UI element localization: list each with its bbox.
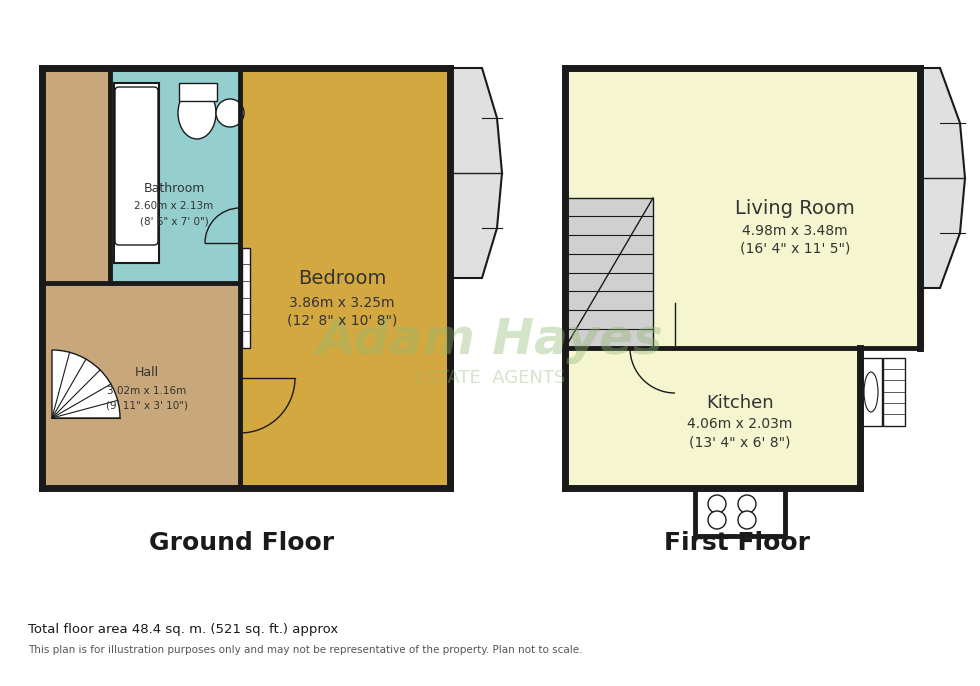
Text: (9' 11" x 3' 10"): (9' 11" x 3' 10") (106, 401, 188, 411)
Bar (242, 248, 250, 348)
Circle shape (738, 495, 756, 513)
Text: First Floor: First Floor (664, 531, 810, 555)
Text: This plan is for illustration purposes only and may not be representative of the: This plan is for illustration purposes o… (28, 645, 582, 655)
Ellipse shape (864, 372, 878, 412)
Bar (42, 283, 240, 488)
Wedge shape (52, 350, 120, 418)
Bar (565, 198, 653, 348)
Bar (565, 348, 860, 488)
Text: (13' 4" x 6' 8"): (13' 4" x 6' 8") (689, 435, 791, 449)
Ellipse shape (178, 87, 216, 139)
Ellipse shape (216, 99, 244, 127)
Bar (179, 83, 217, 101)
Text: (8' 6" x 7' 0"): (8' 6" x 7' 0") (139, 216, 209, 226)
Bar (110, 68, 240, 283)
Text: Bathroom: Bathroom (143, 182, 205, 195)
Text: Kitchen: Kitchen (707, 394, 774, 412)
Bar (42, 68, 110, 488)
Bar (240, 68, 450, 488)
Text: Adam Hayes: Adam Hayes (317, 316, 663, 364)
Bar (565, 198, 653, 348)
Text: 4.98m x 3.48m: 4.98m x 3.48m (742, 224, 848, 238)
FancyBboxPatch shape (115, 87, 158, 245)
Circle shape (708, 511, 726, 529)
Text: 3.86m x 3.25m: 3.86m x 3.25m (289, 296, 395, 310)
Text: 2.60m x 2.13m: 2.60m x 2.13m (134, 201, 214, 211)
Bar (565, 68, 925, 348)
Circle shape (708, 495, 726, 513)
Text: (16' 4" x 11' 5"): (16' 4" x 11' 5") (740, 242, 851, 256)
Text: Hall: Hall (135, 366, 159, 379)
Bar (860, 358, 882, 426)
Text: Bedroom: Bedroom (298, 268, 386, 287)
Text: Ground Floor: Ground Floor (149, 531, 334, 555)
Text: (12' 8" x 10' 8"): (12' 8" x 10' 8") (287, 314, 397, 328)
Bar (695, 488, 785, 536)
Text: 3.02m x 1.16m: 3.02m x 1.16m (108, 386, 186, 396)
Text: 4.06m x 2.03m: 4.06m x 2.03m (687, 417, 793, 431)
Polygon shape (920, 68, 965, 288)
Text: Total floor area 48.4 sq. m. (521 sq. ft.) approx: Total floor area 48.4 sq. m. (521 sq. ft… (28, 624, 338, 637)
Circle shape (738, 511, 756, 529)
Text: Living Room: Living Room (735, 198, 855, 217)
Bar (114, 83, 159, 263)
Bar (883, 358, 905, 426)
Polygon shape (450, 68, 502, 278)
Text: ESTATE  AGENTS: ESTATE AGENTS (415, 369, 565, 387)
